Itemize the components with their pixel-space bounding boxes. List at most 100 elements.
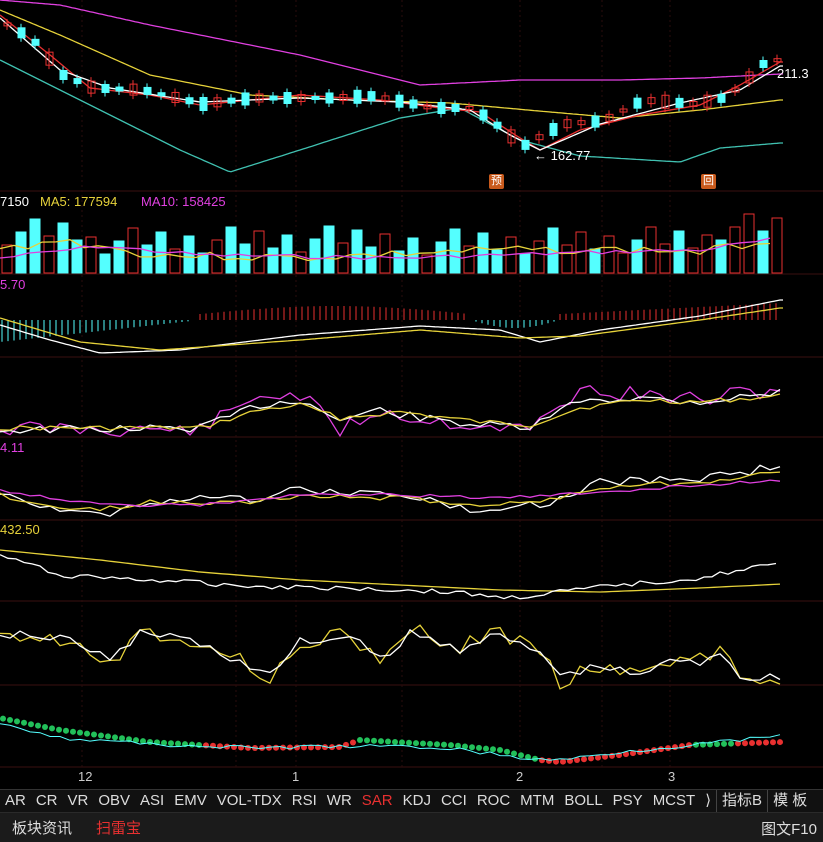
tab-cr[interactable]: CR [35, 792, 58, 809]
candle-15 [213, 97, 222, 108]
tab-cci[interactable]: CCI [440, 792, 467, 809]
sar-dot-85 [595, 754, 601, 761]
sar-dot-4 [28, 721, 34, 728]
volume-bar-38 [533, 240, 545, 274]
sar-dot-27 [189, 741, 195, 748]
tab-emv[interactable]: EMV [174, 792, 207, 809]
tab-sector-news[interactable]: 板块资讯 [12, 820, 73, 837]
candle-8 [115, 86, 124, 92]
candle-3 [45, 51, 54, 66]
macd-dif-line [0, 299, 783, 354]
sar-dot-94 [658, 746, 664, 753]
candle-53 [745, 71, 754, 84]
sar-dot-20 [140, 738, 146, 745]
volume-bar-3 [43, 235, 55, 274]
candle-52 [731, 87, 740, 93]
sar-dot-80 [560, 758, 566, 765]
volume-bar-8 [113, 240, 125, 274]
tab-psy[interactable]: PSY [612, 792, 643, 809]
candle-0 [3, 22, 12, 27]
volume-bar-37 [519, 253, 531, 274]
sar-dot-52 [364, 737, 370, 744]
buyback-marker[interactable]: 回 [701, 174, 716, 189]
sar-dot-102 [714, 741, 720, 748]
volume-bar-49 [687, 247, 699, 274]
sar-dot-24 [168, 740, 174, 747]
sar-dot-61 [427, 740, 433, 747]
tab-roc[interactable]: ROC [476, 792, 511, 809]
candle-24 [339, 94, 348, 101]
sar-dot-2 [14, 718, 20, 725]
stock-chart-canvas[interactable] [0, 0, 823, 789]
sar-dot-58 [406, 739, 412, 746]
volume-ma10-line [0, 237, 771, 260]
sar-dot-84 [588, 755, 594, 762]
indicator-panel-6 [0, 549, 781, 600]
candle-21 [297, 94, 306, 102]
sar-dot-14 [98, 732, 104, 739]
candle-18 [255, 93, 264, 103]
sar-dot-23 [161, 739, 167, 746]
sar-dot-78 [546, 757, 552, 764]
panel7-white-line [0, 628, 781, 681]
x-axis-label-dec: 12 [78, 769, 93, 784]
volume-bar-10 [141, 244, 153, 274]
tab-mtm[interactable]: MTM [520, 792, 555, 809]
tab-vol-tdx[interactable]: VOL-TDX [216, 792, 282, 809]
indicator-panel-7 [0, 624, 781, 690]
sar-dot-73 [511, 750, 517, 757]
panel5-yellow-line [0, 471, 781, 512]
f10-info-button[interactable]: 图文F10 [761, 821, 817, 838]
sar-dot-72 [504, 748, 510, 755]
candle-23 [325, 92, 334, 104]
volume-bar-52 [729, 226, 741, 274]
candle-34 [479, 109, 488, 121]
ma-red-line [0, 14, 783, 151]
sar-dot-51 [357, 737, 363, 743]
tab-template[interactable]: 模 板 [767, 790, 812, 812]
candle-48 [675, 97, 684, 108]
tab-more-arrow[interactable]: ⟩ [705, 792, 712, 809]
sar-dot-83 [581, 756, 587, 763]
sar-dot-82 [574, 757, 580, 764]
sar-dot-48 [336, 744, 342, 751]
tab-risk-scanner[interactable]: 扫雷宝 [96, 820, 142, 837]
sar-dot-107 [749, 739, 755, 746]
volume-bar-25 [351, 229, 363, 274]
volume-bar-53 [743, 213, 755, 274]
volume-bar-43 [603, 235, 615, 274]
volume-bar-27 [379, 233, 391, 274]
candle-5 [73, 78, 82, 85]
sar-dot-104 [728, 740, 734, 747]
macd-panel [0, 299, 783, 354]
volume-bar-7 [99, 253, 111, 274]
tab-indicator-b[interactable]: 指标B [716, 790, 767, 812]
candle-14 [199, 97, 208, 111]
tab-vr[interactable]: VR [67, 792, 89, 809]
tab-asi[interactable]: ASI [140, 792, 165, 809]
volume-ma5-label: MA5: 177594 [40, 194, 118, 209]
tab-obv[interactable]: OBV [98, 792, 131, 809]
bottom-info-bar: 板块资讯 扫雷宝 图文F10 [0, 812, 823, 842]
volume-bar-31 [435, 241, 447, 274]
sar-dot-110 [770, 739, 776, 746]
tab-ar[interactable]: AR [5, 792, 26, 809]
tab-mcst[interactable]: MCST [652, 792, 696, 809]
volume-ma5-line [0, 239, 771, 262]
volume-bar-51 [715, 239, 727, 274]
panel5-magenta-line [0, 479, 781, 507]
sar-dot-33 [231, 744, 237, 751]
candle-25 [353, 89, 362, 104]
volume-bar-44 [617, 252, 629, 274]
tab-rsi[interactable]: RSI [291, 792, 317, 809]
tab-boll[interactable]: BOLL [564, 792, 603, 809]
candle-29 [409, 99, 418, 109]
tab-kdj[interactable]: KDJ [402, 792, 431, 809]
sar-dot-7 [49, 725, 55, 732]
boll-lower-line [0, 59, 783, 173]
x-axis-label-mar: 3 [668, 769, 676, 784]
sar-dot-79 [553, 758, 559, 765]
tab-wr[interactable]: WR [326, 792, 352, 809]
tab-sar[interactable]: SAR [361, 792, 393, 809]
forecast-marker[interactable]: 预 [489, 174, 504, 189]
